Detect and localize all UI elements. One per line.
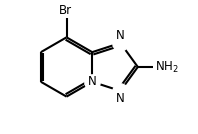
Text: N: N xyxy=(88,75,97,88)
Text: N: N xyxy=(116,29,125,42)
Text: Br: Br xyxy=(59,4,72,17)
Text: NH$_2$: NH$_2$ xyxy=(155,59,179,75)
Text: N: N xyxy=(116,92,125,105)
